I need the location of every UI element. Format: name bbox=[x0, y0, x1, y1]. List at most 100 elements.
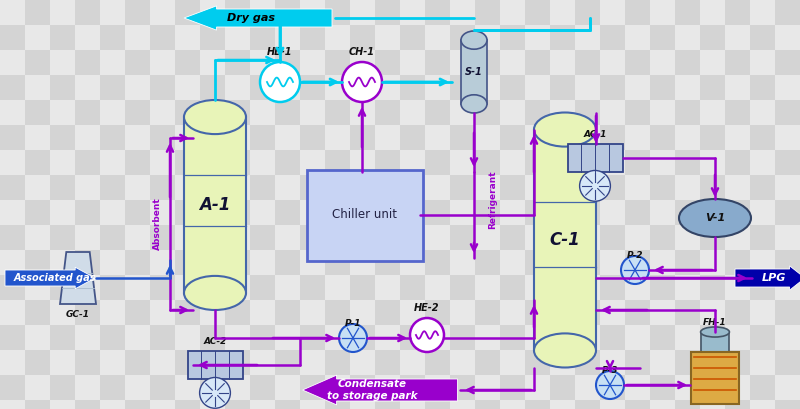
Text: Condensate
to storage park: Condensate to storage park bbox=[327, 379, 418, 401]
Bar bbox=[425, 300, 450, 325]
Bar bbox=[425, 350, 450, 375]
Bar bbox=[350, 300, 375, 325]
Bar bbox=[200, 275, 225, 300]
Bar bbox=[300, 100, 325, 125]
Bar bbox=[625, 25, 650, 50]
Bar bbox=[700, 175, 725, 200]
Bar bbox=[450, 325, 475, 350]
Bar bbox=[300, 200, 325, 225]
Bar bbox=[550, 50, 575, 75]
Bar bbox=[550, 275, 575, 300]
Bar bbox=[725, 325, 750, 350]
Text: Associated gas: Associated gas bbox=[14, 273, 96, 283]
Bar bbox=[775, 0, 800, 25]
Bar bbox=[125, 250, 150, 275]
Bar bbox=[700, 300, 725, 325]
Bar bbox=[375, 325, 400, 350]
Bar bbox=[275, 350, 300, 375]
Bar bbox=[425, 150, 450, 175]
Bar bbox=[125, 300, 150, 325]
Bar bbox=[75, 150, 100, 175]
Bar bbox=[750, 350, 775, 375]
Bar bbox=[750, 200, 775, 225]
Bar bbox=[250, 300, 275, 325]
Bar bbox=[575, 200, 600, 225]
Bar bbox=[600, 75, 625, 100]
Bar bbox=[175, 0, 200, 25]
Bar bbox=[225, 350, 250, 375]
Bar bbox=[675, 125, 700, 150]
Bar bbox=[425, 325, 450, 350]
Bar bbox=[50, 25, 75, 50]
Bar bbox=[400, 50, 425, 75]
Bar bbox=[275, 250, 300, 275]
Bar bbox=[350, 250, 375, 275]
Bar bbox=[275, 325, 300, 350]
Bar bbox=[200, 125, 225, 150]
Bar bbox=[184, 117, 246, 293]
Bar bbox=[550, 25, 575, 50]
Bar bbox=[50, 300, 75, 325]
Bar bbox=[375, 100, 400, 125]
Bar bbox=[300, 250, 325, 275]
Bar bbox=[700, 350, 725, 375]
Bar bbox=[125, 50, 150, 75]
Ellipse shape bbox=[701, 327, 730, 337]
Bar bbox=[150, 325, 175, 350]
Bar bbox=[225, 150, 250, 175]
Bar bbox=[425, 275, 450, 300]
Bar bbox=[600, 200, 625, 225]
Circle shape bbox=[410, 318, 444, 352]
Bar bbox=[175, 150, 200, 175]
Bar bbox=[425, 175, 450, 200]
Bar bbox=[450, 225, 475, 250]
Bar bbox=[700, 325, 725, 350]
Bar bbox=[100, 150, 125, 175]
Bar bbox=[50, 275, 75, 300]
Bar bbox=[475, 100, 500, 125]
Bar bbox=[450, 350, 475, 375]
Bar bbox=[100, 225, 125, 250]
Bar bbox=[750, 100, 775, 125]
Bar bbox=[75, 75, 100, 100]
FancyBboxPatch shape bbox=[307, 169, 423, 261]
Bar bbox=[150, 300, 175, 325]
Bar bbox=[575, 275, 600, 300]
Text: P-1: P-1 bbox=[345, 319, 362, 328]
Text: Dry gas: Dry gas bbox=[226, 13, 274, 23]
Bar bbox=[600, 175, 625, 200]
Bar bbox=[525, 275, 550, 300]
Text: GC-1: GC-1 bbox=[66, 310, 90, 319]
Bar bbox=[500, 50, 525, 75]
Bar bbox=[650, 25, 675, 50]
Bar bbox=[600, 100, 625, 125]
Bar bbox=[550, 75, 575, 100]
Bar bbox=[750, 400, 775, 409]
Bar bbox=[575, 0, 600, 25]
Ellipse shape bbox=[184, 100, 246, 134]
Bar bbox=[300, 225, 325, 250]
Bar bbox=[250, 125, 275, 150]
Bar bbox=[250, 350, 275, 375]
Bar bbox=[50, 350, 75, 375]
Bar bbox=[275, 125, 300, 150]
Bar bbox=[200, 350, 225, 375]
Bar bbox=[150, 400, 175, 409]
Bar bbox=[775, 300, 800, 325]
Bar bbox=[175, 50, 200, 75]
Bar bbox=[350, 50, 375, 75]
Bar bbox=[300, 150, 325, 175]
Bar bbox=[250, 250, 275, 275]
Bar bbox=[350, 100, 375, 125]
Bar bbox=[125, 25, 150, 50]
Bar bbox=[200, 25, 225, 50]
Bar bbox=[725, 0, 750, 25]
Bar bbox=[425, 200, 450, 225]
Bar bbox=[450, 200, 475, 225]
Ellipse shape bbox=[184, 276, 246, 310]
Bar bbox=[625, 0, 650, 25]
Bar bbox=[325, 275, 350, 300]
Bar bbox=[75, 0, 100, 25]
Bar bbox=[275, 150, 300, 175]
Bar bbox=[775, 100, 800, 125]
